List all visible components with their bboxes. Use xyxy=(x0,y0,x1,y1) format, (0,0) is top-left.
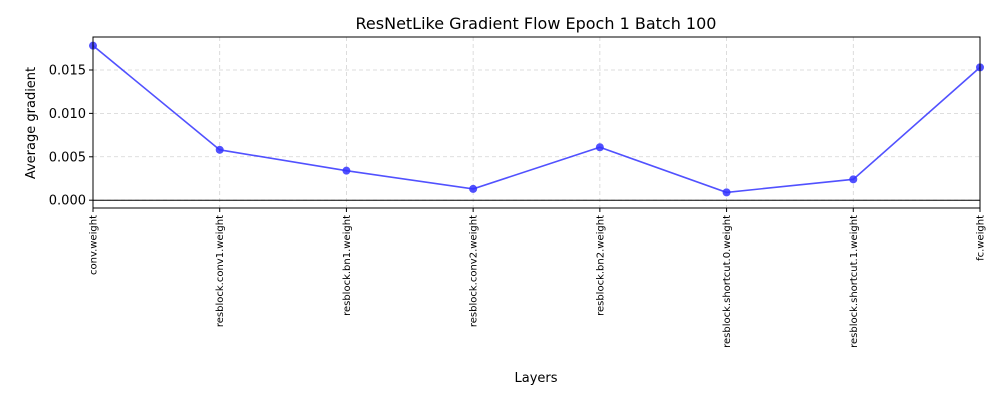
data-point xyxy=(215,145,224,154)
data-point xyxy=(722,188,731,197)
x-tick-label: conv.weight xyxy=(89,215,100,275)
data-point xyxy=(342,166,351,175)
y-axis-label: Average gradient xyxy=(24,67,39,179)
y-tick-label: 0.005 xyxy=(49,150,86,165)
chart-title: ResNetLike Gradient Flow Epoch 1 Batch 1… xyxy=(356,14,717,33)
series-layer xyxy=(89,41,984,197)
x-tick-label: resblock.conv1.weight xyxy=(215,215,226,327)
series-line xyxy=(92,45,981,194)
data-point xyxy=(469,184,478,193)
y-axis-ticks: 0.000 0.005 0.010 0.015 xyxy=(49,63,93,209)
x-tick-label: resblock.conv2.weight xyxy=(469,215,480,327)
plot-frame xyxy=(92,36,981,209)
x-tick-label: resblock.bn1.weight xyxy=(342,215,353,316)
x-axis-ticks: conv.weight resblock.conv1.weight resblock… xyxy=(89,208,987,348)
grid-lines xyxy=(92,37,981,208)
x-tick-label: resblock.shortcut.1.weight xyxy=(849,215,860,348)
x-tick-label: fc.weight xyxy=(976,215,987,261)
x-tick-label: resblock.bn2.weight xyxy=(595,215,606,316)
data-point xyxy=(849,175,858,184)
x-tick-label: resblock.shortcut.0.weight xyxy=(722,215,733,348)
y-tick-label: 0.000 xyxy=(49,194,86,209)
x-axis-label: Layers xyxy=(514,371,557,386)
y-tick-label: 0.015 xyxy=(49,63,86,78)
y-tick-label: 0.010 xyxy=(49,107,86,122)
data-point xyxy=(595,143,604,152)
